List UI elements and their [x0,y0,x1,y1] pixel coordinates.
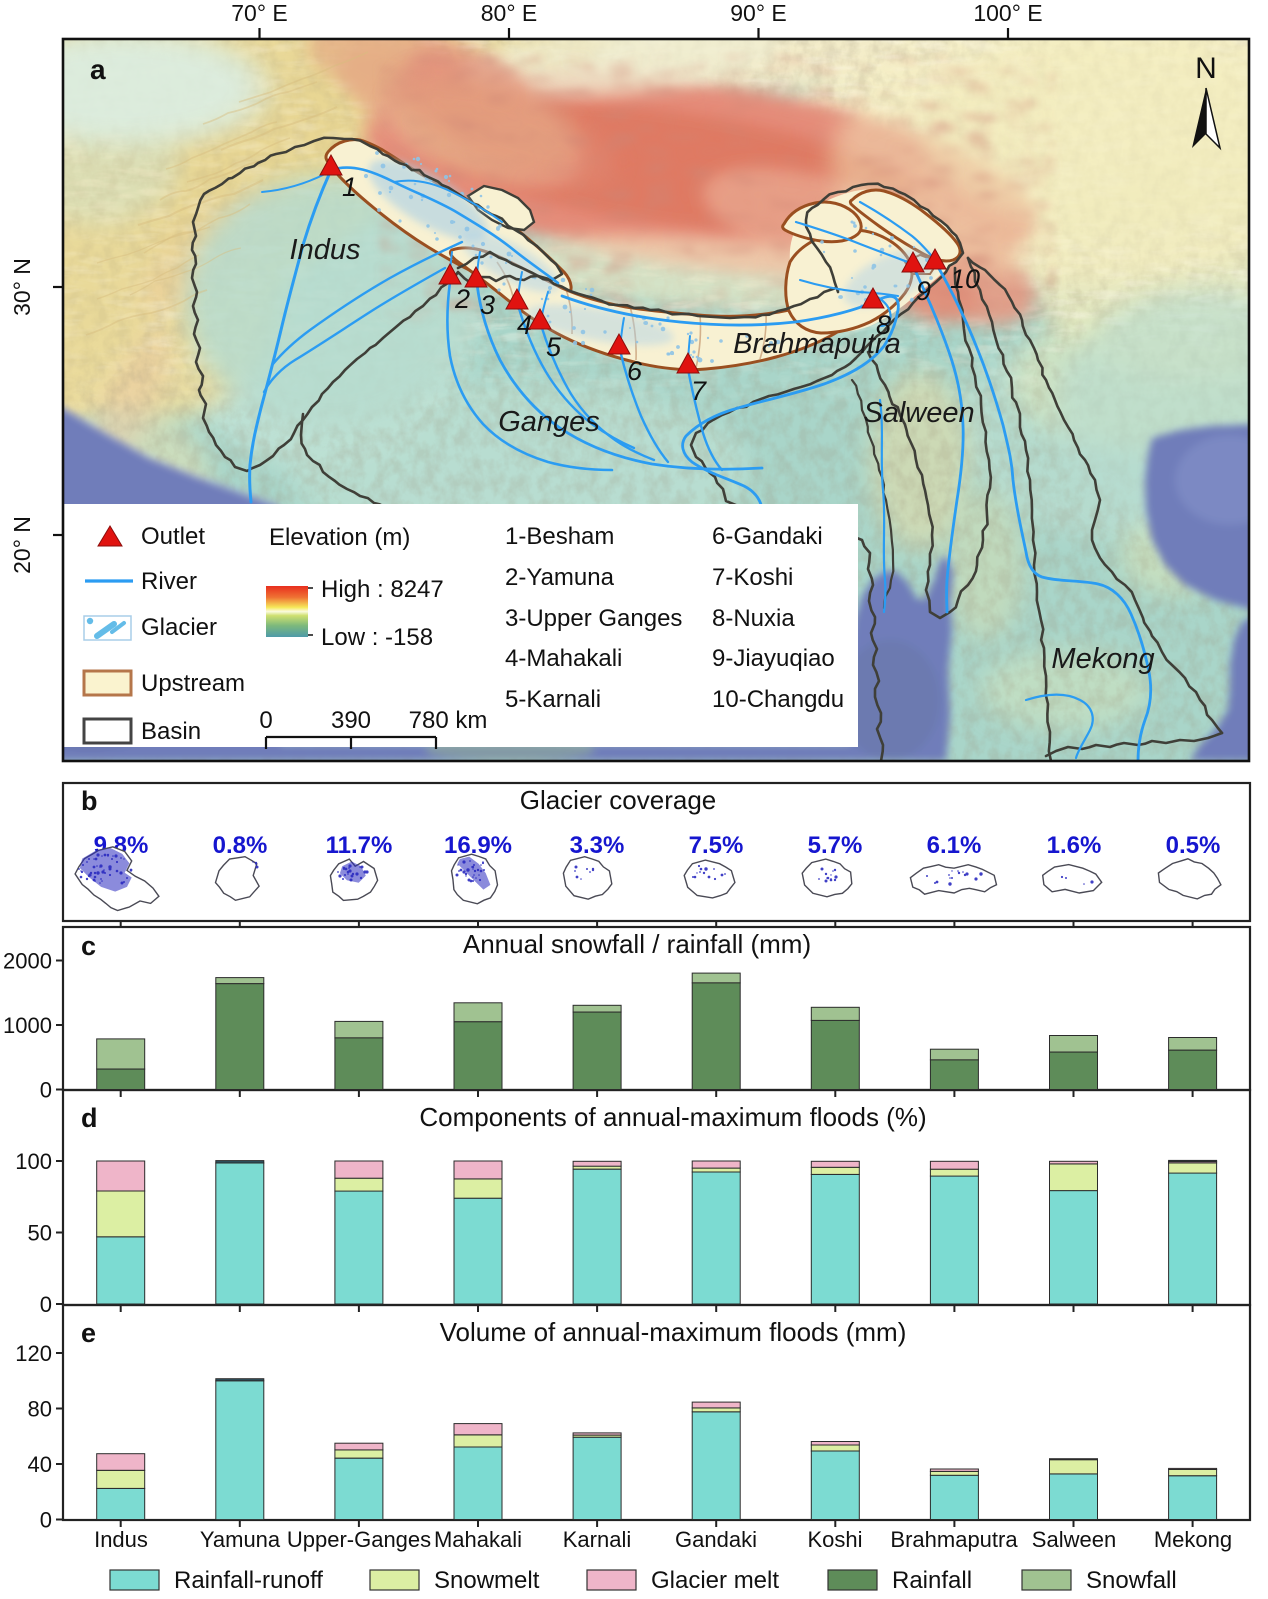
svg-text:Indus: Indus [290,234,361,266]
svg-text:80° E: 80° E [481,0,538,26]
svg-text:Annual snowfall / rainfall (mm: Annual snowfall / rainfall (mm) [463,929,811,959]
svg-text:5: 5 [546,332,562,362]
svg-text:Rainfall: Rainfall [892,1567,972,1594]
svg-text:100° E: 100° E [973,0,1042,26]
svg-text:0: 0 [259,707,272,734]
svg-text:6-Gandaki: 6-Gandaki [712,523,823,550]
svg-text:Snowfall: Snowfall [1086,1567,1177,1594]
svg-text:4-Mahakali: 4-Mahakali [505,645,622,672]
svg-text:30° N: 30° N [9,258,35,316]
svg-text:1000: 1000 [3,1013,52,1038]
svg-text:3: 3 [480,290,495,320]
svg-text:10-Changdu: 10-Changdu [712,686,844,713]
svg-text:7: 7 [691,376,707,406]
svg-text:10: 10 [950,264,980,294]
svg-text:780 km: 780 km [409,707,488,734]
svg-text:1-Besham: 1-Besham [505,523,614,550]
svg-text:3-Upper Ganges: 3-Upper Ganges [505,605,682,632]
svg-text:3.3%: 3.3% [570,832,625,859]
svg-text:7-Koshi: 7-Koshi [712,564,793,591]
svg-text:N: N [1195,52,1217,85]
svg-text:390: 390 [331,707,371,734]
svg-text:Upstream: Upstream [141,670,245,697]
svg-text:Outlet: Outlet [141,523,205,550]
svg-text:90° E: 90° E [730,0,787,26]
svg-text:Elevation (m): Elevation (m) [269,524,410,551]
svg-text:2000: 2000 [3,949,52,974]
svg-text:80: 80 [28,1397,52,1422]
svg-text:8: 8 [876,310,891,340]
svg-text:Koshi: Koshi [807,1527,862,1552]
svg-text:d: d [81,1103,98,1133]
svg-text:Brahmaputra: Brahmaputra [733,328,901,360]
svg-text:c: c [81,931,96,961]
svg-text:4: 4 [517,310,532,340]
svg-text:Mekong: Mekong [1051,643,1154,675]
svg-text:Yamuna: Yamuna [200,1527,281,1552]
svg-text:Mekong: Mekong [1154,1527,1232,1552]
svg-text:120: 120 [15,1341,52,1366]
svg-text:20° N: 20° N [9,516,35,574]
svg-text:Mahakali: Mahakali [434,1527,522,1552]
svg-text:Indus: Indus [94,1527,148,1552]
svg-text:5-Karnali: 5-Karnali [505,686,601,713]
svg-text:0: 0 [40,1508,52,1533]
svg-text:Glacier melt: Glacier melt [651,1567,779,1594]
svg-text:River: River [141,568,197,595]
svg-text:Rainfall-runoff: Rainfall-runoff [174,1567,323,1594]
svg-text:8-Nuxia: 8-Nuxia [712,605,795,632]
svg-text:5.7%: 5.7% [808,832,863,859]
svg-text:6.1%: 6.1% [927,832,982,859]
svg-text:9: 9 [916,276,931,306]
svg-text:Ganges: Ganges [498,406,600,438]
svg-text:Components of annual-maximum f: Components of annual-maximum floods (%) [419,1102,926,1132]
svg-text:70° E: 70° E [231,0,288,26]
svg-text:Karnali: Karnali [563,1527,631,1552]
svg-text:High : 8247: High : 8247 [321,576,444,603]
svg-text:Salween: Salween [863,397,974,429]
svg-text:Gandaki: Gandaki [675,1527,757,1552]
svg-text:9-Jiayuqiao: 9-Jiayuqiao [712,645,835,672]
svg-text:Volume of annual-maximum flood: Volume of annual-maximum floods (mm) [440,1317,907,1347]
svg-text:Brahmaputra: Brahmaputra [890,1527,1018,1552]
svg-text:50: 50 [28,1221,52,1246]
svg-text:11.7%: 11.7% [326,832,393,859]
svg-text:2-Yamuna: 2-Yamuna [505,564,615,591]
svg-text:2: 2 [454,284,470,314]
svg-text:1: 1 [342,172,357,202]
svg-text:Snowmelt: Snowmelt [434,1567,540,1594]
svg-text:Glacier: Glacier [141,614,217,641]
svg-text:a: a [90,54,106,85]
svg-text:16.9%: 16.9% [444,832,512,859]
svg-text:7.5%: 7.5% [689,832,744,859]
svg-text:e: e [81,1318,96,1348]
svg-text:Low : -158: Low : -158 [321,624,433,651]
svg-text:Salween: Salween [1032,1527,1116,1552]
svg-text:1.6%: 1.6% [1047,832,1102,859]
svg-text:6: 6 [627,356,643,386]
svg-text:Glacier coverage: Glacier coverage [520,785,717,815]
svg-text:100: 100 [15,1149,52,1174]
svg-text:0.5%: 0.5% [1166,832,1221,859]
svg-text:40: 40 [28,1452,52,1477]
svg-text:Basin: Basin [141,718,201,745]
svg-text:Upper-Ganges: Upper-Ganges [287,1527,431,1552]
svg-text:0.8%: 0.8% [213,832,268,859]
svg-text:0: 0 [40,1078,52,1103]
svg-text:b: b [81,786,98,816]
svg-text:0: 0 [40,1292,52,1317]
